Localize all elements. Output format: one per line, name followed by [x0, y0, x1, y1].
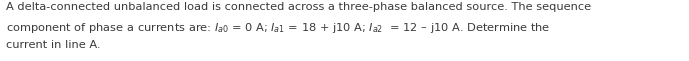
Text: current in line A.: current in line A.: [6, 40, 100, 50]
Text: A delta-connected unbalanced load is connected across a three-phase balanced sou: A delta-connected unbalanced load is con…: [6, 2, 590, 12]
Text: component of phase a currents are: $I_{a0}$ = 0 A; $I_{a1}$ = 18 + j10 A; $I_{a2: component of phase a currents are: $I_{a…: [6, 21, 550, 35]
